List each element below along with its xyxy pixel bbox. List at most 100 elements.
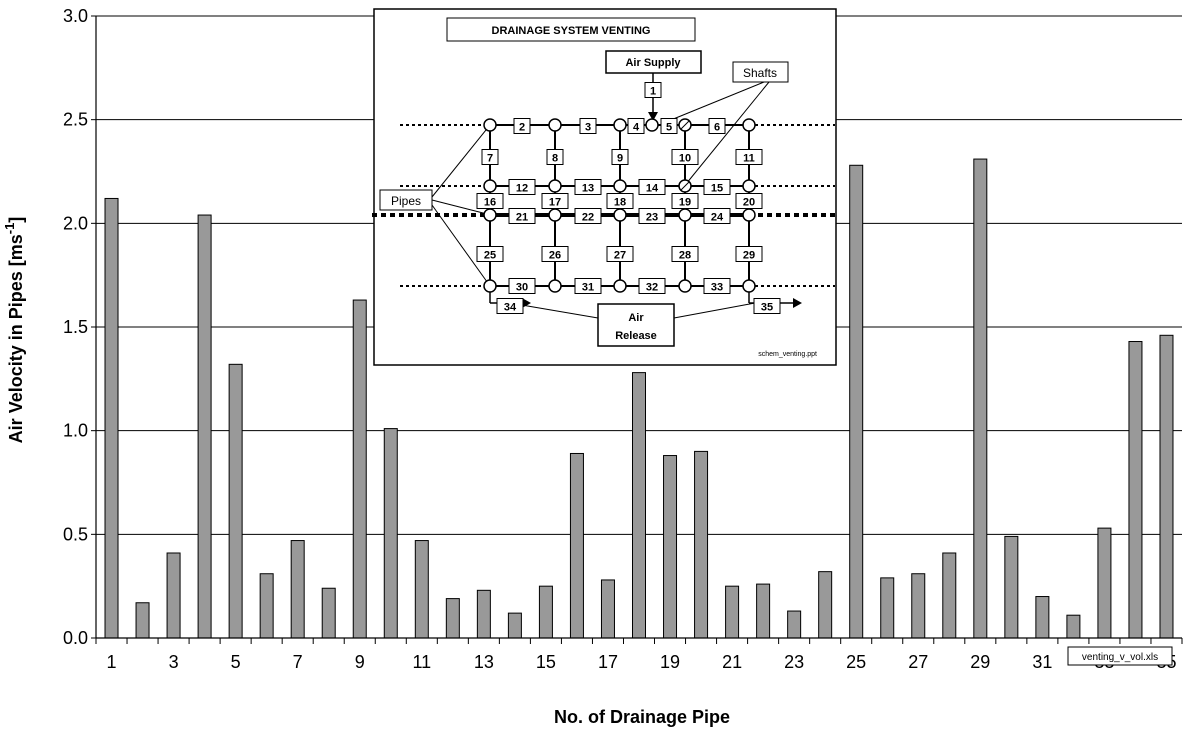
- bar: [787, 610, 802, 639]
- pipe-number-label: 9: [617, 153, 623, 165]
- node: [483, 118, 497, 132]
- pipe-number-box: [753, 298, 781, 314]
- pipe-number-box: [611, 149, 629, 165]
- pipe-number-box: [638, 208, 666, 224]
- node: [678, 208, 692, 222]
- node: [548, 279, 562, 293]
- pipe-number-label: 7: [487, 153, 493, 165]
- pipe-number-label: 20: [743, 197, 755, 209]
- pipe-number-label: 28: [679, 250, 691, 262]
- pipe-number-box: [574, 208, 602, 224]
- pipe-number-label: 30: [516, 282, 528, 294]
- y-tick-label: 2.0: [63, 213, 88, 233]
- node: [742, 279, 756, 293]
- inset-title: DRAINAGE SYSTEM VENTING: [492, 25, 651, 37]
- node: [678, 279, 692, 293]
- pipe-number-box: [508, 179, 536, 195]
- bar: [1159, 334, 1174, 639]
- bar: [321, 587, 336, 639]
- pipe-number-box: [496, 298, 524, 314]
- bar: [538, 585, 553, 639]
- pipe-number-box: [671, 246, 699, 262]
- pipe-number-box: [638, 278, 666, 294]
- x-tick-label: 29: [970, 652, 990, 672]
- air-release-label-line2: Release: [615, 330, 657, 342]
- pipe-number-box: [606, 246, 634, 262]
- pipe-number-label: 14: [646, 183, 659, 195]
- pipe-number-box: [541, 246, 569, 262]
- pipe-number-box: [606, 193, 634, 209]
- pipe-number-box: [703, 179, 731, 195]
- pipe-number-label: 32: [646, 282, 658, 294]
- pipe-number-box: [508, 208, 536, 224]
- pipe-number-label: 17: [549, 197, 561, 209]
- node: [742, 118, 756, 132]
- pipe-number-label: 13: [582, 183, 594, 195]
- pipe-number-label: 11: [743, 153, 755, 165]
- y-axis-title-main: Air Velocity in Pipes [ms: [6, 234, 26, 443]
- air-release-leader: [673, 302, 756, 319]
- node: [613, 179, 627, 193]
- pipe-number-label: 1: [650, 86, 656, 98]
- pipe-number-label: 15: [711, 183, 723, 195]
- pipe-number-box: [546, 149, 564, 165]
- node: [483, 208, 497, 222]
- pipe-number-box: [703, 208, 731, 224]
- pipe-number-box: [579, 118, 597, 134]
- shaft-mark: [680, 120, 690, 130]
- bar: [290, 540, 305, 639]
- node: [548, 179, 562, 193]
- x-tick-label: 17: [598, 652, 618, 672]
- bar: [507, 612, 522, 639]
- bar: [445, 598, 460, 639]
- source-label-text: venting_v_vol.xls: [1082, 652, 1158, 663]
- x-tick-label: 7: [293, 652, 303, 672]
- pipe-number-box: [574, 179, 602, 195]
- bar: [725, 585, 740, 639]
- bar: [849, 164, 864, 639]
- pipe-number-label: 29: [743, 250, 755, 262]
- x-tick-label: 31: [1032, 652, 1052, 672]
- x-tick-label: 23: [784, 652, 804, 672]
- pipe-number-box: [638, 179, 666, 195]
- bar: [569, 452, 584, 639]
- air-supply-label: Air Supply: [625, 57, 681, 69]
- bar: [663, 455, 678, 639]
- x-tick-labels: 1357911131517192123252729313335: [107, 652, 1177, 672]
- y-tick-label: 0.5: [63, 524, 88, 544]
- node: [548, 118, 562, 132]
- bar: [166, 552, 181, 639]
- x-tick-label: 27: [908, 652, 928, 672]
- y-axis-title-suffix: ]: [6, 217, 26, 223]
- pipe-number-box: [671, 193, 699, 209]
- pipe-number-box: [476, 193, 504, 209]
- pipe-number-label: 21: [516, 212, 528, 224]
- bar: [1004, 535, 1019, 639]
- bar: [973, 158, 988, 639]
- y-tick-label: 0.0: [63, 628, 88, 648]
- pipe-number-box: [508, 278, 536, 294]
- bar: [197, 214, 212, 639]
- bar: [1097, 527, 1112, 639]
- node: [613, 279, 627, 293]
- pipe-number-label: 10: [679, 153, 691, 165]
- x-tick-label: 3: [169, 652, 179, 672]
- pipe-number-label: 6: [714, 122, 720, 134]
- bar: [383, 428, 398, 639]
- pipe-number-label: 2: [519, 122, 525, 134]
- air-release-label-line1: Air: [628, 312, 644, 324]
- bar: [756, 583, 771, 639]
- pipe-number-label: 35: [761, 302, 773, 314]
- bar: [818, 571, 833, 639]
- pipe-number-box: [627, 118, 645, 134]
- pipe-number-label: 3: [585, 122, 591, 134]
- y-tick-label: 1.0: [63, 421, 88, 441]
- source-label-box: [1067, 646, 1173, 666]
- bar: [1066, 614, 1081, 639]
- pipe-number-label: 25: [484, 250, 496, 262]
- pipe-number-label: 18: [614, 197, 626, 209]
- x-tick-label: 5: [231, 652, 241, 672]
- bar: [104, 197, 119, 639]
- pipe-number-label: 22: [582, 212, 594, 224]
